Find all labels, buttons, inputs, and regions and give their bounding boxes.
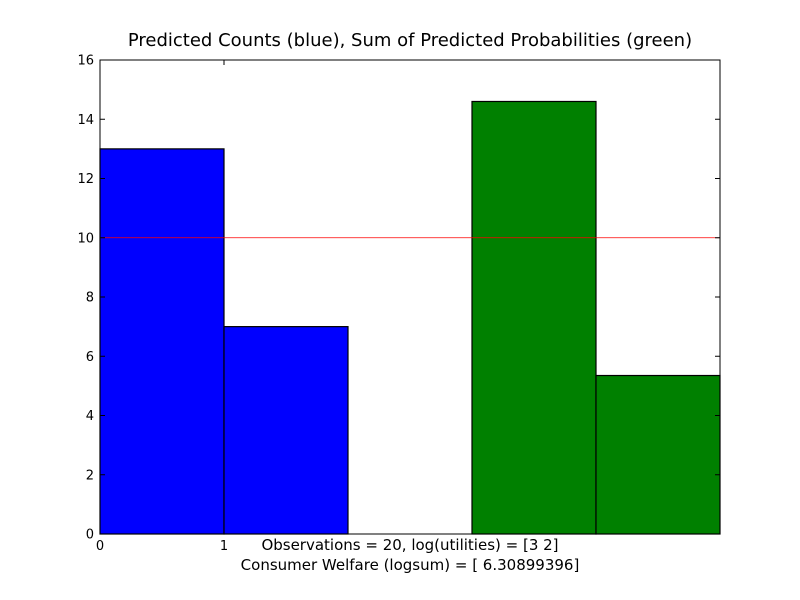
y-tick-label-12: 12	[77, 172, 94, 187]
annotation-consumer-welfare: Consumer Welfare (logsum) = [ 6.30899396…	[241, 556, 580, 574]
y-tick-label-16: 16	[77, 54, 94, 69]
bar-series-2-2	[595, 374, 721, 535]
x-tick-label-1: 1	[220, 539, 228, 554]
bar-series-2-1	[471, 100, 597, 535]
y-tick-label-0: 0	[86, 528, 94, 543]
bar-series-1-1	[99, 148, 225, 535]
x-tick-label-0: 0	[96, 539, 104, 554]
chart-title: Predicted Counts (blue), Sum of Predicte…	[128, 30, 692, 51]
y-tick-label-6: 6	[86, 350, 94, 365]
y-tick-label-14: 14	[77, 113, 94, 128]
y-tick-label-8: 8	[86, 291, 94, 306]
ticks-layer: 0 2 4 6 8 10 12 14 16 0 1	[77, 54, 720, 554]
bar-series-1-2	[223, 326, 349, 535]
bars-layer	[99, 100, 721, 535]
annotation-observations: Observations = 20, log(utilities) = [3 2…	[261, 536, 558, 554]
y-tick-label-2: 2	[86, 468, 94, 483]
y-tick-label-4: 4	[86, 409, 94, 424]
y-tick-label-10: 10	[77, 231, 94, 246]
